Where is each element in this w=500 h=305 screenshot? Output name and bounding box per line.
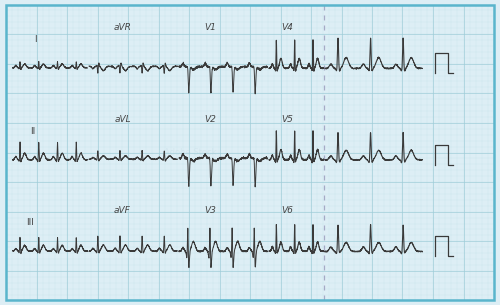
Text: V2: V2 bbox=[204, 114, 216, 124]
Text: V5: V5 bbox=[282, 114, 294, 124]
Text: V4: V4 bbox=[282, 23, 294, 32]
Text: I: I bbox=[34, 35, 36, 44]
Text: III: III bbox=[26, 218, 34, 227]
Text: Adobe Stock: Adobe Stock bbox=[164, 148, 216, 157]
Text: aVF: aVF bbox=[114, 206, 131, 215]
Text: V3: V3 bbox=[204, 206, 216, 215]
Text: V6: V6 bbox=[282, 206, 294, 215]
Text: aVL: aVL bbox=[114, 114, 131, 124]
Text: V1: V1 bbox=[204, 23, 216, 32]
Text: aVR: aVR bbox=[114, 23, 132, 32]
Text: II: II bbox=[30, 127, 35, 136]
